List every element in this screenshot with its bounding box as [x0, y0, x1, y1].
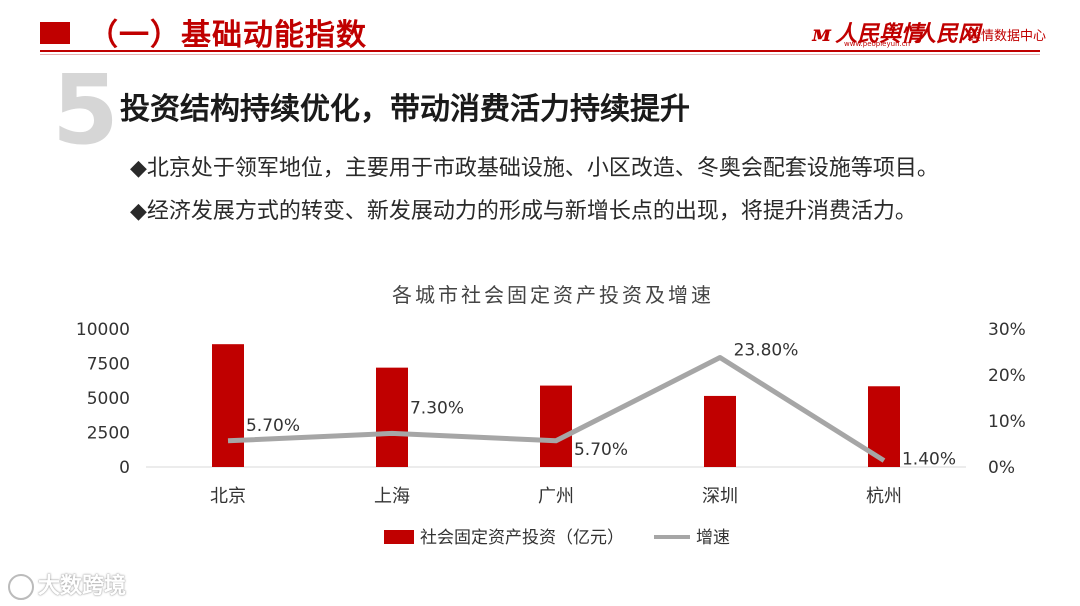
right-axis-tick-label: 0% — [988, 458, 1015, 478]
bar-广州 — [540, 385, 572, 467]
growth-data-label: 5.70% — [246, 416, 300, 436]
category-label: 上海 — [374, 486, 410, 507]
left-axis: 0 2500 5000 7500 10000 — [76, 320, 130, 478]
legend-bar-swatch — [384, 530, 414, 544]
people-net-logo: 人民网 — [914, 21, 981, 47]
header-square — [40, 22, 70, 44]
category-label: 杭州 — [866, 486, 902, 507]
growth-data-label: 23.80% — [734, 341, 799, 361]
people-yuqing-logo: ᴍ 人民舆情 — [812, 16, 923, 48]
growth-data-label: 5.70% — [574, 440, 628, 460]
legend-line-label: 增速 — [696, 528, 730, 548]
category-label: 北京 — [210, 486, 246, 507]
left-axis-tick-label: 2500 — [87, 424, 130, 444]
legend: 社会固定资产投资（亿元） 增速 — [384, 528, 730, 548]
line-series: 5.70% 7.30% 5.70% 23.80% 1.40% — [227, 341, 956, 470]
header-divider-thin — [40, 54, 1040, 55]
section-number: 5 — [52, 54, 119, 166]
growth-data-label: 1.40% — [902, 450, 956, 470]
left-axis-tick-label: 0 — [119, 458, 130, 478]
logo-right-subtitle: 舆情数据中心 — [968, 29, 1047, 44]
watermark-text: 大数跨境 — [38, 574, 127, 599]
header-divider — [40, 50, 1040, 52]
bullet-item: ◆经济发展方式的转变、新发展动力的形成与新增长点的出现，将提升消费活力。 — [130, 199, 917, 224]
category-axis: 北京 上海 广州 深圳 杭州 — [210, 486, 902, 507]
category-label: 广州 — [538, 486, 574, 507]
left-axis-tick-label: 10000 — [76, 320, 130, 340]
growth-data-label: 7.30% — [410, 398, 464, 418]
watermark: 大数跨境 — [8, 568, 126, 600]
chart-title: 各城市社会固定资产投资及增速 — [392, 283, 714, 307]
category-label: 深圳 — [702, 486, 738, 507]
growth-line — [227, 355, 886, 463]
page-title: （一）基础动能指数 — [88, 18, 367, 53]
logo-left-url: www.peopleyun.cn — [844, 40, 911, 48]
bullet-item: ◆北京处于领军地位，主要用于市政基础设施、小区改造、冬奥会配套设施等项目。 — [130, 156, 939, 181]
legend-bar-label: 社会固定资产投资（亿元） — [420, 528, 624, 548]
logo-left-text: 人民舆情 — [835, 21, 924, 47]
right-axis-tick-label: 30% — [988, 320, 1026, 340]
right-axis-tick-label: 10% — [988, 412, 1026, 432]
bar-上海 — [376, 367, 408, 467]
section-heading: 投资结构持续优化，带动消费活力持续提升 — [120, 92, 690, 127]
right-axis-tick-label: 20% — [988, 366, 1026, 386]
right-axis: 0% 10% 20% 30% — [988, 320, 1026, 478]
left-axis-tick-label: 7500 — [87, 355, 130, 375]
left-axis-tick-label: 5000 — [87, 389, 130, 409]
logo-m-icon: ᴍ — [812, 21, 832, 47]
bar-深圳 — [704, 395, 736, 467]
bar-北京 — [212, 344, 244, 467]
watermark-logo-icon — [8, 574, 34, 600]
